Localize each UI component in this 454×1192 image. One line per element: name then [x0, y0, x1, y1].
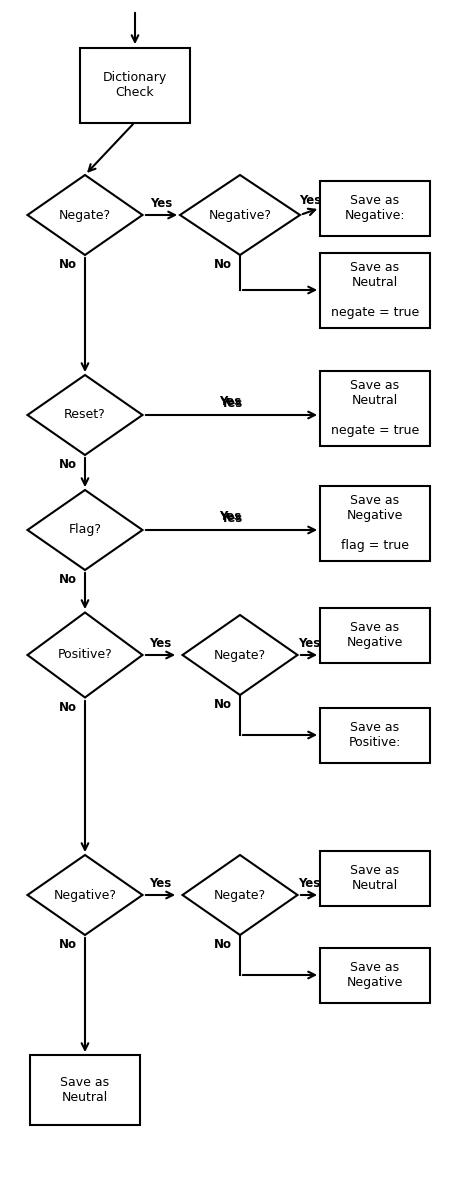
Text: Negate?: Negate?: [214, 648, 266, 662]
Text: Save as
Neutral: Save as Neutral: [60, 1076, 109, 1104]
Text: Negative?: Negative?: [54, 888, 117, 901]
Text: No: No: [59, 573, 77, 586]
Polygon shape: [28, 375, 143, 455]
Text: Yes: Yes: [298, 637, 320, 650]
Text: Positive?: Positive?: [58, 648, 113, 662]
Bar: [320, 485, 430, 560]
Text: No: No: [214, 257, 232, 271]
Bar: [30, 1055, 140, 1125]
Text: No: No: [59, 938, 77, 951]
Text: No: No: [59, 701, 77, 714]
Text: Flag?: Flag?: [69, 523, 102, 536]
Text: Negative?: Negative?: [208, 209, 271, 222]
Bar: [320, 708, 430, 763]
Bar: [320, 371, 430, 446]
Text: Yes: Yes: [298, 877, 320, 890]
Polygon shape: [28, 175, 143, 255]
Bar: [320, 180, 430, 236]
Text: Negate?: Negate?: [59, 209, 111, 222]
Text: Yes: Yes: [299, 193, 321, 206]
Polygon shape: [180, 175, 300, 255]
Text: Yes: Yes: [149, 637, 172, 650]
Text: Yes: Yes: [220, 513, 242, 524]
Bar: [320, 253, 430, 328]
Text: Save as
Negative: Save as Negative: [347, 621, 403, 648]
Text: Save as
Negative: Save as Negative: [347, 961, 403, 989]
Text: Yes: Yes: [219, 510, 241, 523]
Bar: [320, 851, 430, 906]
Text: Negate?: Negate?: [214, 888, 266, 901]
Text: No: No: [214, 938, 232, 951]
Text: Yes: Yes: [219, 395, 241, 408]
Text: Save as
Neutral

negate = true: Save as Neutral negate = true: [331, 261, 419, 319]
Text: Save as
Neutral: Save as Neutral: [350, 864, 400, 892]
Polygon shape: [28, 613, 143, 697]
Bar: [320, 948, 430, 1002]
Text: Yes: Yes: [150, 197, 173, 210]
Text: Reset?: Reset?: [64, 409, 106, 422]
Polygon shape: [183, 855, 297, 935]
Polygon shape: [28, 490, 143, 570]
Bar: [320, 608, 430, 663]
Text: No: No: [59, 458, 77, 471]
Text: Save as
Negative

flag = true: Save as Negative flag = true: [341, 493, 409, 552]
Text: Save as
Negative:: Save as Negative:: [345, 194, 405, 222]
Polygon shape: [183, 615, 297, 695]
Bar: [80, 48, 190, 123]
Text: No: No: [214, 699, 232, 710]
Text: Dictionary
Check: Dictionary Check: [103, 72, 167, 99]
Text: Save as
Neutral

negate = true: Save as Neutral negate = true: [331, 379, 419, 437]
Text: No: No: [59, 257, 77, 271]
Text: Yes: Yes: [149, 877, 172, 890]
Text: Save as
Positive:: Save as Positive:: [349, 721, 401, 749]
Polygon shape: [28, 855, 143, 935]
Text: Yes: Yes: [220, 397, 242, 410]
